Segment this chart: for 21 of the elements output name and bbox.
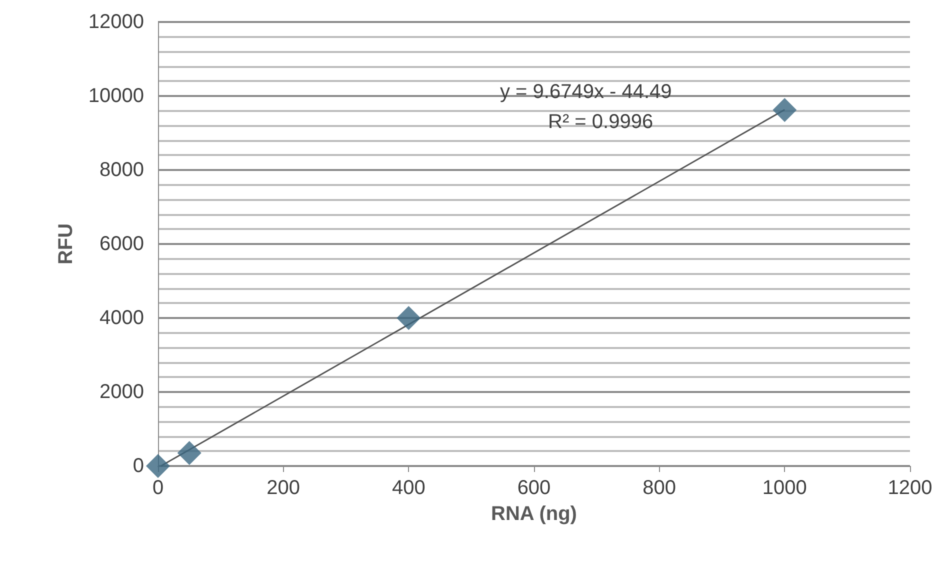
x-tick-label: 400	[392, 477, 426, 499]
x-tick-label: 0	[152, 477, 164, 499]
y-tick-label: 0	[132, 455, 144, 477]
point	[177, 441, 202, 466]
x-axis-title: RNA (ng)	[491, 503, 577, 525]
point	[772, 98, 797, 122]
x-tick-label: 200	[266, 477, 300, 499]
x-tick-label: 1200	[888, 477, 932, 499]
annotation: R² = 0.9996	[548, 111, 654, 133]
point	[146, 454, 170, 478]
y-tick-label: 10000	[88, 85, 144, 107]
y-axis-title: RFU	[55, 223, 77, 265]
x-tick-label: 800	[642, 477, 676, 499]
y-tick-label: 6000	[100, 233, 144, 255]
y-tick-label: 8000	[100, 159, 144, 181]
x-tick-label: 1000	[762, 477, 807, 499]
x-tick-label: 600	[517, 477, 551, 499]
point	[396, 306, 421, 330]
y-tick-label: 4000	[100, 307, 144, 329]
y-tick-label: 12000	[88, 11, 144, 33]
y-tick-label: 2000	[100, 381, 144, 403]
